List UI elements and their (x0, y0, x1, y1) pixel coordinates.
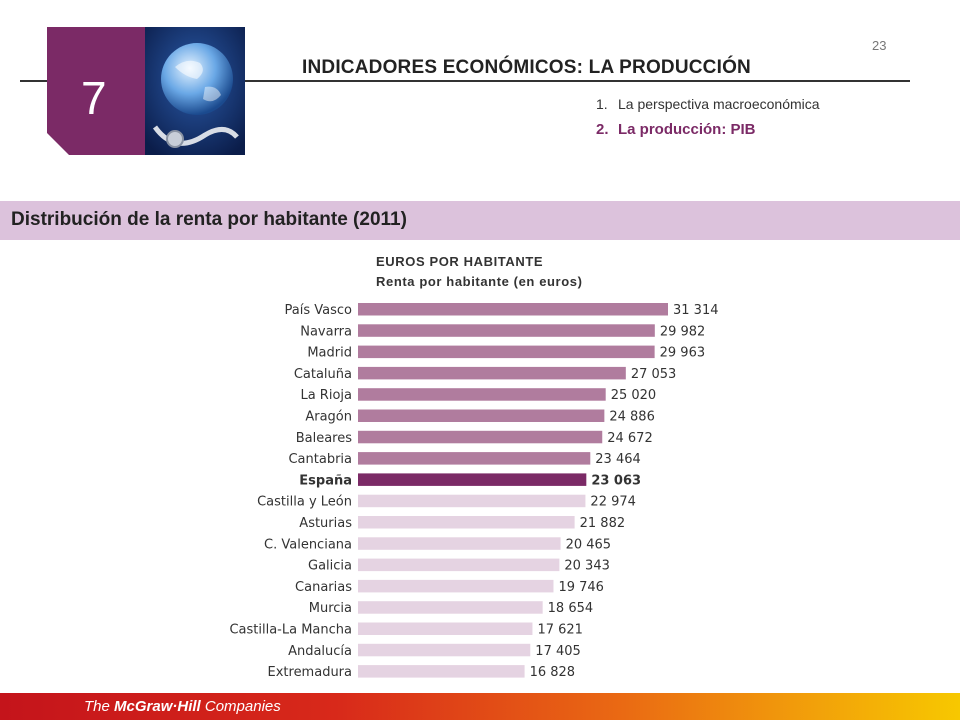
value-label: 25 020 (611, 388, 657, 403)
bar (358, 516, 575, 529)
category-label: Navarra (300, 324, 352, 339)
header-divider (20, 80, 910, 82)
category-label: Murcia (309, 601, 352, 616)
chapter-badge: 7 (47, 27, 145, 155)
value-label: 17 405 (535, 644, 581, 659)
brand-name: McGraw·Hill (114, 698, 201, 715)
value-label: 23 464 (595, 452, 641, 467)
bar (358, 494, 586, 508)
bar (358, 537, 561, 550)
value-label: 16 828 (530, 665, 576, 680)
category-label: Cataluña (294, 367, 352, 382)
bar (358, 452, 591, 465)
bar (358, 665, 525, 678)
section-banner: Distribución de la renta por habitante (… (0, 201, 960, 240)
bar (358, 473, 587, 486)
category-label: Aragón (305, 410, 352, 425)
toc-item-2[interactable]: 2. La producción: PIB (596, 121, 820, 146)
bar (358, 303, 668, 316)
category-label: C. Valenciana (264, 537, 352, 552)
chapter-title: INDICADORES ECONÓMICOS: LA PRODUCCIÓN (302, 57, 751, 78)
category-label: La Rioja (300, 388, 352, 403)
toc: 1. La perspectiva macroeconómica 2. La p… (596, 96, 820, 146)
bar (358, 430, 603, 444)
bar (358, 622, 533, 635)
value-label: 29 963 (660, 346, 706, 361)
section-title: Distribución de la renta por habitante (… (11, 209, 407, 230)
bar (358, 409, 605, 422)
badge-corner-cut (47, 133, 69, 155)
toc-item-label: La perspectiva macroeconómica (618, 96, 820, 112)
bar (358, 601, 543, 614)
publisher-logo: The McGraw·Hill Companies (84, 698, 281, 715)
category-label: Galicia (308, 559, 352, 574)
value-label: 20 343 (564, 559, 610, 574)
footer-bar: The McGraw·Hill Companies (0, 693, 960, 720)
bar (358, 388, 606, 401)
category-label: Andalucía (288, 644, 352, 659)
chart-subtitle: Renta por habitante (en euros) (376, 274, 583, 289)
category-label: Baleares (296, 431, 353, 446)
brand-prefix: The (84, 698, 115, 715)
category-label: Castilla-La Mancha (229, 623, 352, 638)
category-label: Madrid (307, 346, 352, 361)
value-label: 17 621 (537, 623, 583, 638)
bar (358, 324, 655, 337)
bar-chart: País Vasco 31 314 Navarra 29 982 Madrid 29 96… (229, 303, 719, 680)
value-label: 24 886 (609, 410, 655, 425)
value-label: 31 314 (673, 303, 719, 318)
category-label: Castilla y León (257, 495, 352, 510)
category-label: País Vasco (285, 303, 353, 318)
value-label: 24 672 (607, 431, 653, 446)
bar (358, 558, 560, 572)
value-label: 18 654 (548, 601, 594, 616)
globe-stethoscope-image (145, 27, 245, 155)
value-label: 27 053 (631, 367, 677, 382)
bar (358, 345, 655, 359)
category-label: España (299, 473, 352, 488)
category-label: Cantabria (288, 452, 352, 467)
bar (358, 366, 626, 380)
value-label: 22 974 (590, 495, 636, 510)
value-label: 20 465 (566, 537, 612, 552)
toc-item-label: La producción: PIB (618, 121, 756, 138)
chapter-number: 7 (81, 72, 107, 124)
page-number: 23 (872, 38, 887, 53)
category-label: Asturias (299, 516, 352, 531)
category-label: Extremadura (268, 665, 353, 680)
value-label: 21 882 (580, 516, 626, 531)
category-label: Canarias (295, 580, 352, 595)
brand-suffix: Companies (200, 698, 281, 715)
bar (358, 579, 554, 593)
chart-title: EUROS POR HABITANTE (376, 254, 544, 269)
value-label: 29 982 (660, 324, 706, 339)
value-label: 19 746 (558, 580, 604, 595)
toc-item-number: 1. (596, 96, 608, 112)
bar (358, 643, 531, 657)
value-label: 23 063 (591, 473, 641, 488)
toc-item-1[interactable]: 1. La perspectiva macroeconómica (596, 96, 820, 121)
toc-item-number: 2. (596, 121, 609, 138)
